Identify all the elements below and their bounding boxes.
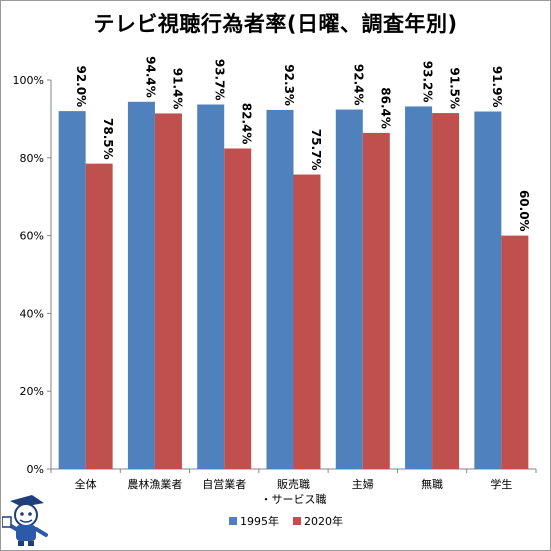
x-tick-label: 販売職 [277, 478, 310, 491]
x-tick-label: ・サービス職 [261, 493, 327, 506]
y-tick-label: 80% [20, 152, 44, 165]
data-label: 91.9% [490, 66, 504, 108]
x-tick-label: 主婦 [352, 477, 374, 491]
data-label: 60.0% [517, 190, 531, 232]
data-label: 94.4% [143, 56, 157, 98]
legend-swatch [229, 517, 237, 525]
x-tick-label: 農林漁業者 [127, 477, 182, 491]
y-tick-label: 100% [13, 74, 44, 87]
data-label: 78.5% [101, 118, 115, 160]
legend: 1995年 2020年 [229, 514, 343, 528]
data-label: 91.5% [448, 67, 462, 109]
data-label: 91.4% [170, 68, 184, 110]
data-label: 86.4% [378, 87, 392, 129]
bar [335, 109, 363, 470]
bar [154, 113, 182, 469]
y-tick-label: 40% [20, 307, 44, 320]
bar [224, 148, 252, 470]
bars [58, 101, 529, 470]
bar [474, 111, 502, 469]
data-label: 92.0% [74, 65, 88, 107]
bar [85, 163, 113, 469]
chart-title: テレビ視聴行為者率(日曜、調査年別) [93, 12, 458, 36]
bar [197, 104, 225, 469]
data-label: 82.4% [240, 103, 254, 145]
bar [501, 235, 529, 469]
data-label: 92.3% [282, 64, 296, 106]
data-label: 93.7% [213, 59, 227, 101]
bar [405, 106, 433, 470]
legend-label: 1995年 [240, 514, 279, 528]
data-label: 75.7% [309, 129, 323, 171]
data-label: 93.2% [421, 61, 435, 103]
x-tick-label: 無職 [421, 477, 443, 491]
x-tick-label: 自営業者 [202, 477, 246, 491]
bar [362, 132, 390, 470]
legend-label: 2020年 [304, 514, 343, 528]
y-tick-label: 60% [20, 230, 44, 243]
legend-swatch [293, 517, 301, 525]
bar [432, 113, 460, 469]
bar [58, 111, 86, 470]
y-tick-labels: 0% 20% 40% 60% 80% 100% [13, 74, 44, 476]
mascot-icon [2, 495, 48, 546]
bar [127, 101, 155, 469]
bar [293, 174, 321, 470]
x-tick-labels: 全体 農林漁業者 自営業者 販売職・サービス職 主婦 無職 学生 [75, 477, 513, 506]
x-tick-label: 学生 [490, 477, 512, 491]
data-labels: 92.0% 78.5% 94.4% 91.4% 93.7% 82.4% 92.3% 75.7%… [74, 56, 531, 231]
y-tick-label: 20% [20, 385, 44, 398]
bar [266, 109, 294, 469]
y-tick-label: 0% [27, 463, 44, 476]
data-label: 92.4% [351, 64, 365, 106]
x-tick-label: 全体 [75, 477, 97, 491]
